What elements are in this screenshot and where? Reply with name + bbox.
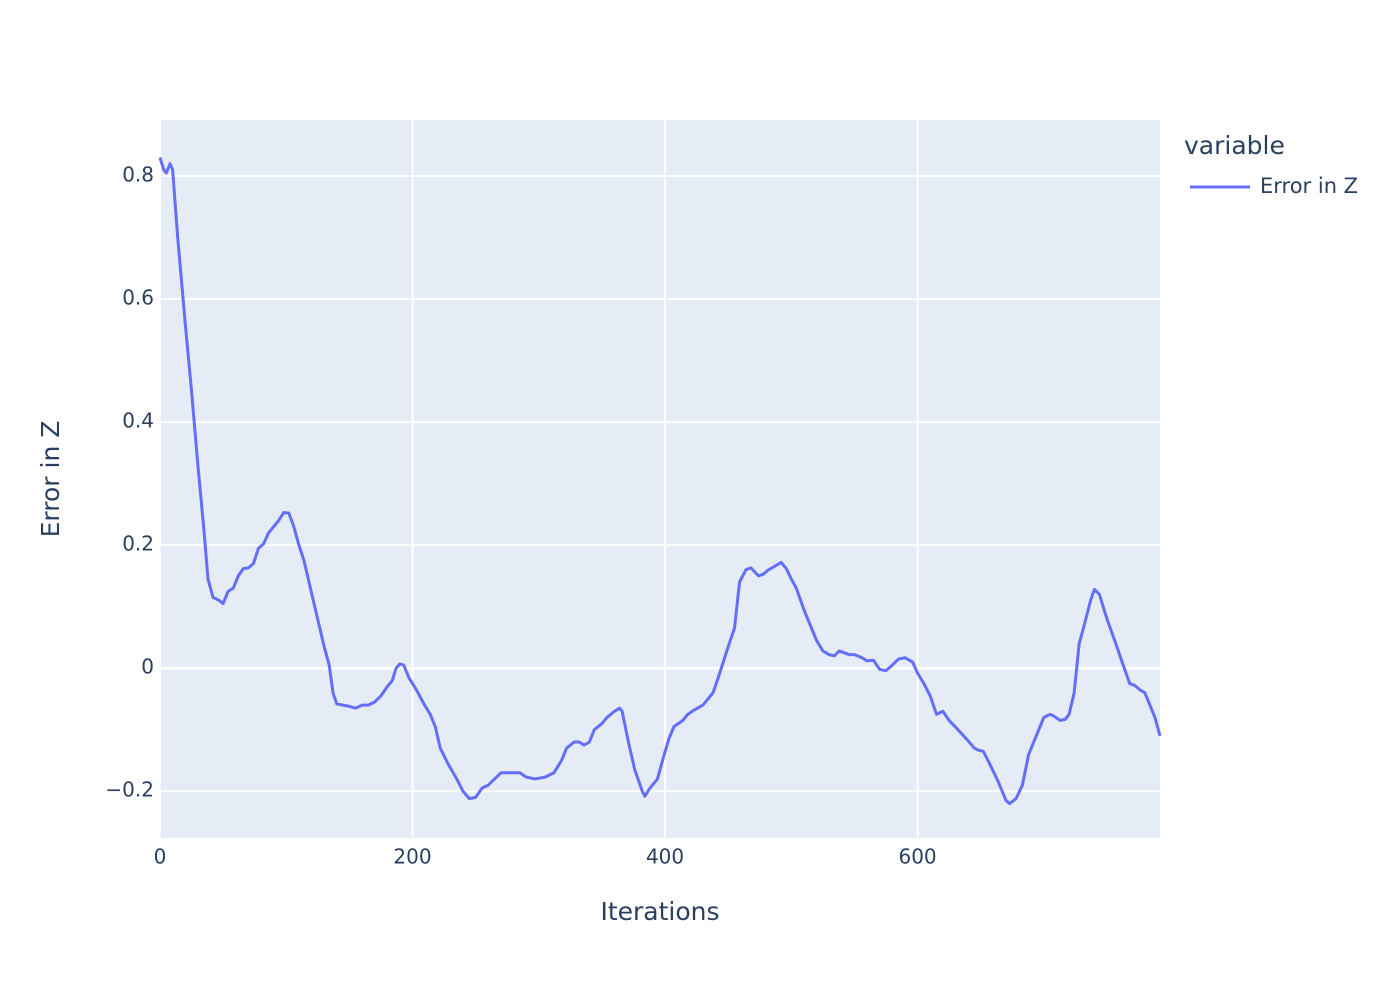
- legend-label: Error in Z: [1260, 174, 1358, 198]
- y-tick-label: −0.2: [105, 778, 154, 802]
- y-tick-label: 0.8: [122, 162, 154, 186]
- plot-background: [160, 120, 1160, 838]
- legend-title: variable: [1184, 131, 1285, 160]
- y-tick-label: 0.6: [122, 286, 154, 310]
- y-tick-label: 0.2: [122, 532, 154, 556]
- y-axis-title: Error in Z: [36, 421, 65, 538]
- x-tick-label: 0: [154, 845, 167, 869]
- x-tick-label: 600: [898, 845, 936, 869]
- line-series: [158, 157, 1162, 806]
- x-axis-title: Iterations: [600, 897, 719, 926]
- x-tick-label: 200: [393, 845, 431, 869]
- y-tick-label: 0: [141, 655, 154, 679]
- y-tick-label: 0.4: [122, 409, 154, 433]
- x-tick-label: 400: [646, 845, 684, 869]
